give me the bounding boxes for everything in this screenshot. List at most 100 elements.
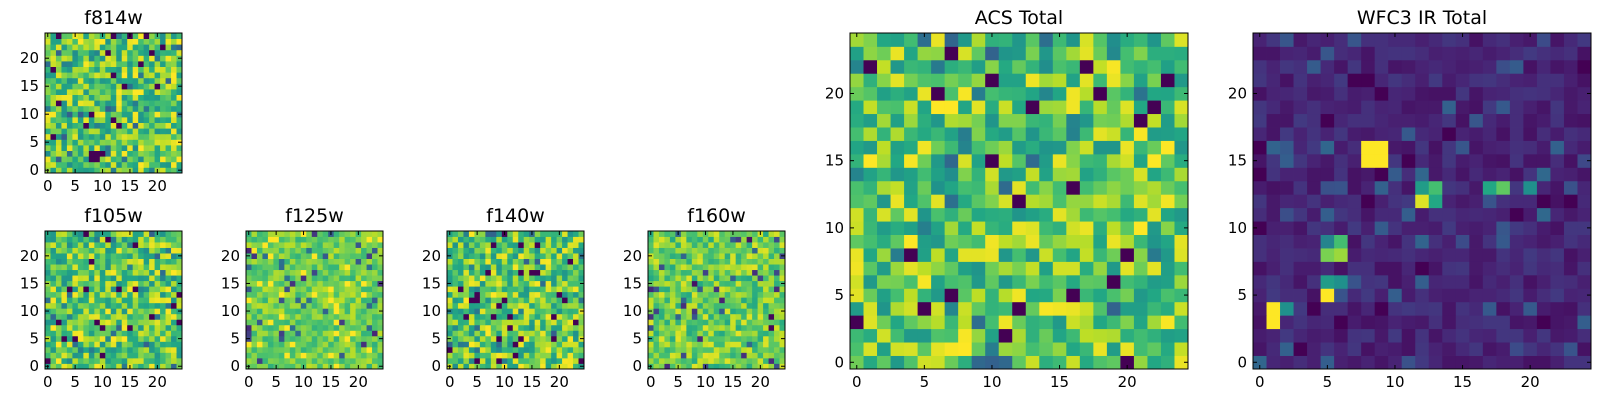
heatmap-cell bbox=[1361, 153, 1376, 168]
heatmap-cell bbox=[127, 236, 134, 243]
heatmap-cell bbox=[333, 357, 340, 364]
heatmap-cell bbox=[355, 280, 362, 287]
heatmap-cell bbox=[1066, 288, 1081, 303]
heatmap-cell bbox=[176, 94, 183, 101]
heatmap-cell bbox=[1469, 127, 1484, 141]
heatmap-cell bbox=[50, 357, 57, 364]
heatmap-cell bbox=[774, 335, 780, 342]
heatmap-cell bbox=[176, 72, 183, 79]
heatmap-cell bbox=[719, 253, 726, 259]
heatmap-cell bbox=[284, 357, 291, 364]
heatmap-cell bbox=[94, 49, 101, 56]
heatmap-cell bbox=[278, 302, 285, 309]
heatmap-cell bbox=[110, 302, 117, 309]
heatmap-cell bbox=[664, 242, 671, 248]
heatmap-cell bbox=[83, 77, 90, 84]
heatmap-cell bbox=[322, 352, 329, 359]
heatmap-cell bbox=[985, 180, 1000, 195]
heatmap-cell bbox=[551, 231, 557, 237]
heatmap-cell bbox=[971, 73, 986, 88]
heatmap-cell bbox=[474, 280, 481, 287]
heatmap-cell bbox=[1174, 46, 1189, 61]
heatmap-cell bbox=[1455, 113, 1470, 128]
heatmap-cell bbox=[66, 122, 73, 129]
heatmap-cell bbox=[556, 297, 563, 304]
heatmap-cell bbox=[863, 261, 878, 276]
heatmap-cell bbox=[998, 127, 1013, 141]
heatmap-cell bbox=[1147, 180, 1162, 195]
heatmap-cell bbox=[877, 288, 891, 303]
heatmap-cell bbox=[457, 286, 464, 293]
heatmap-cell bbox=[917, 328, 932, 343]
heatmap-cell bbox=[452, 330, 459, 337]
heatmap-cell bbox=[1442, 140, 1457, 155]
heatmap-cell bbox=[1079, 194, 1094, 209]
heatmap-cell bbox=[121, 55, 128, 62]
heatmap-cell bbox=[116, 258, 123, 265]
heatmap-cell bbox=[556, 302, 563, 309]
heatmap-cell bbox=[1266, 234, 1281, 249]
heatmap-cell bbox=[562, 341, 568, 348]
heatmap-cell bbox=[1052, 153, 1067, 168]
heatmap-cell bbox=[763, 253, 769, 259]
heatmap-cell bbox=[474, 242, 481, 248]
heatmap-cell bbox=[278, 264, 285, 271]
heatmap-cell bbox=[648, 324, 654, 331]
heatmap-cell bbox=[154, 335, 161, 342]
heatmap-cell bbox=[1133, 86, 1148, 101]
heatmap-cell bbox=[355, 286, 362, 293]
heatmap-cell bbox=[45, 66, 51, 73]
heatmap-cell bbox=[452, 258, 459, 265]
heatmap-cell bbox=[708, 247, 715, 254]
heatmap-cell bbox=[1174, 248, 1189, 262]
heatmap-cell bbox=[1482, 355, 1497, 370]
heatmap-cell bbox=[350, 286, 356, 293]
heatmap-cell bbox=[317, 297, 324, 304]
heatmap-cell bbox=[774, 324, 780, 331]
heatmap-cell bbox=[311, 352, 318, 359]
heatmap-cell bbox=[485, 269, 492, 276]
heatmap-cell bbox=[877, 221, 891, 235]
heatmap-cell bbox=[496, 286, 503, 293]
heatmap-cell bbox=[278, 324, 285, 331]
heatmap-cell bbox=[127, 105, 134, 112]
heatmap-cell bbox=[105, 33, 112, 39]
heatmap-cell bbox=[447, 346, 453, 353]
heatmap-cell bbox=[83, 128, 90, 135]
heatmap-cell bbox=[339, 313, 346, 320]
heatmap-cell bbox=[479, 319, 486, 326]
heatmap-cell bbox=[763, 297, 769, 304]
heatmap-cell bbox=[72, 161, 79, 168]
heatmap-cell bbox=[55, 258, 62, 265]
heatmap-cell bbox=[61, 94, 68, 101]
heatmap-cell bbox=[567, 291, 574, 298]
heatmap-cell bbox=[850, 301, 864, 316]
heatmap-cell bbox=[1266, 46, 1281, 61]
heatmap-cell bbox=[664, 335, 671, 342]
heatmap-cell bbox=[931, 33, 946, 47]
heatmap-cell bbox=[452, 313, 459, 320]
heatmap-cell bbox=[306, 352, 313, 359]
heatmap-cell bbox=[149, 286, 155, 293]
heatmap-cell bbox=[1079, 113, 1094, 128]
heatmap-cell bbox=[1374, 194, 1389, 209]
heatmap-cell bbox=[1374, 288, 1389, 303]
x-tick-label: 15 bbox=[1453, 373, 1472, 391]
heatmap-cell bbox=[763, 352, 769, 359]
heatmap-cell bbox=[985, 248, 1000, 262]
heatmap-cell bbox=[132, 55, 139, 62]
heatmap-cell bbox=[1174, 100, 1189, 115]
heatmap-cell bbox=[1025, 301, 1040, 316]
heatmap-cell bbox=[50, 145, 57, 151]
heatmap-cell bbox=[490, 341, 497, 348]
heatmap-cell bbox=[88, 258, 95, 265]
heatmap-cell bbox=[278, 319, 285, 326]
heatmap-cell bbox=[256, 253, 263, 259]
heatmap-cell bbox=[485, 258, 492, 265]
y-tick-label: 10 bbox=[20, 302, 39, 320]
heatmap-cell bbox=[1106, 328, 1121, 343]
heatmap-cell bbox=[653, 286, 660, 293]
heatmap-cell bbox=[361, 319, 367, 326]
heatmap-cell bbox=[468, 236, 475, 243]
heatmap-cell bbox=[746, 302, 753, 309]
